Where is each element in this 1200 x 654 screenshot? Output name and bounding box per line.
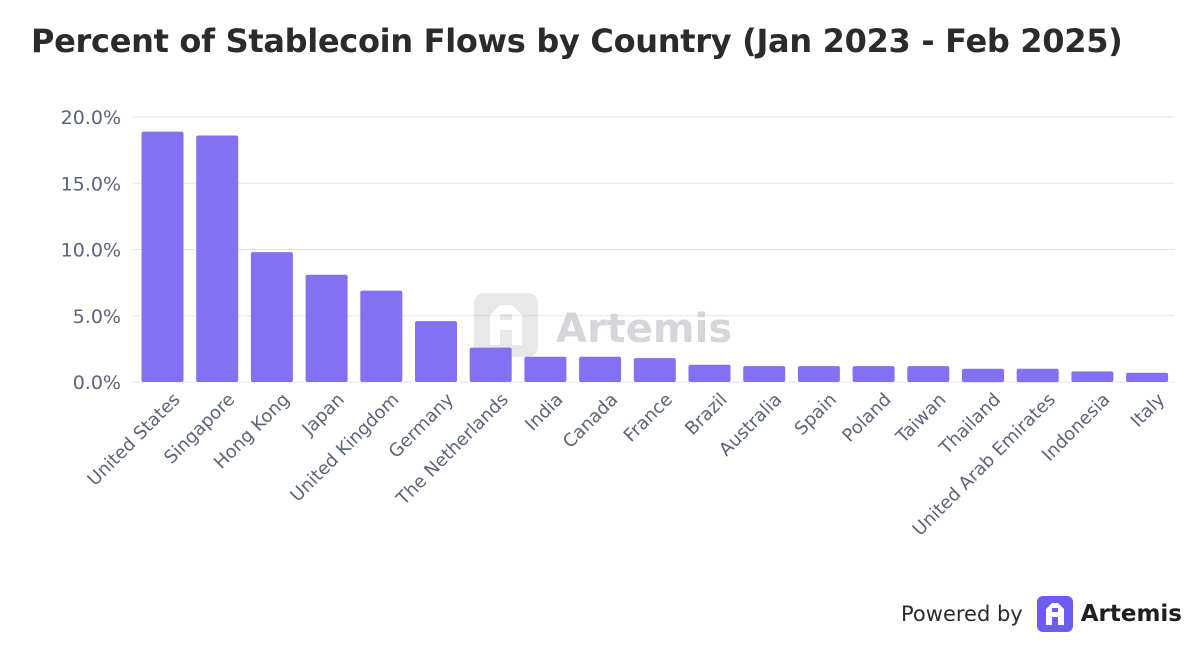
watermark: Artemis bbox=[474, 293, 732, 357]
bar bbox=[852, 366, 895, 382]
bar bbox=[633, 358, 676, 382]
y-tick-label: 15.0% bbox=[61, 173, 121, 195]
y-tick-label: 10.0% bbox=[61, 240, 121, 262]
x-tick-label: United States bbox=[84, 389, 185, 490]
artemis-logo-icon[interactable] bbox=[1036, 596, 1073, 632]
x-tick-label: Japan bbox=[298, 389, 349, 440]
y-tick-label: 5.0% bbox=[73, 306, 121, 328]
bar bbox=[469, 347, 512, 382]
powered-by-label: Powered by bbox=[901, 602, 1023, 626]
bar bbox=[196, 135, 239, 382]
bar bbox=[524, 356, 567, 382]
bar bbox=[415, 321, 457, 382]
bars bbox=[141, 131, 1169, 383]
watermark-logo-icon bbox=[474, 293, 538, 357]
bar bbox=[579, 356, 622, 382]
bar bbox=[962, 368, 1004, 383]
y-tick-label: 0.0% bbox=[73, 372, 121, 394]
y-axis-ticks: 0.0% 5.0% 10.0% 15.0% 20.0% bbox=[61, 107, 121, 394]
bar bbox=[688, 364, 731, 382]
x-tick-label: Brazil bbox=[681, 389, 731, 439]
x-tick-label: Spain bbox=[791, 389, 841, 439]
bar bbox=[1126, 372, 1169, 382]
x-tick-label: India bbox=[521, 389, 567, 435]
watermark-text: Artemis bbox=[556, 306, 732, 352]
bar bbox=[907, 366, 950, 382]
brand-name[interactable]: Artemis bbox=[1080, 601, 1182, 627]
bar bbox=[250, 252, 293, 382]
y-tick-label: 20.0% bbox=[61, 107, 121, 129]
bar bbox=[797, 366, 840, 382]
x-tick-label: Canada bbox=[559, 389, 622, 452]
bar bbox=[360, 290, 403, 382]
bar bbox=[1016, 368, 1059, 383]
x-tick-label: Italy bbox=[1127, 389, 1170, 432]
footer: Powered by Artemis bbox=[901, 596, 1182, 632]
chart-title: Percent of Stablecoin Flows by Country (… bbox=[31, 22, 1123, 60]
bar bbox=[141, 131, 184, 382]
bar bbox=[743, 366, 786, 382]
bar bbox=[305, 274, 348, 382]
bar bbox=[1071, 371, 1114, 382]
x-tick-label: France bbox=[620, 389, 677, 446]
x-tick-label: Poland bbox=[838, 389, 895, 446]
